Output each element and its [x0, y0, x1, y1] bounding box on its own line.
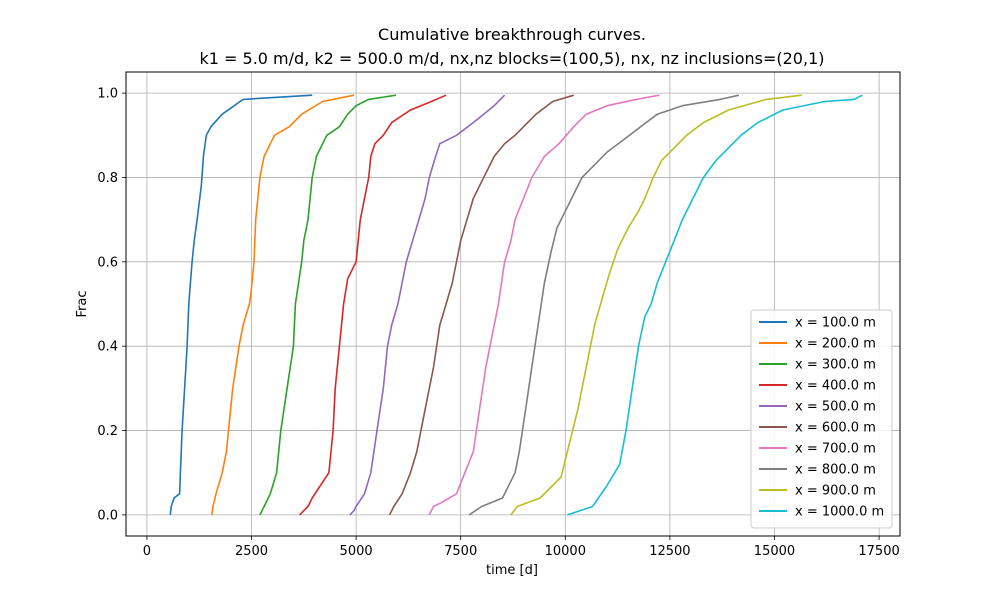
- legend-entry: x = 800.0 m: [795, 463, 876, 478]
- legend-entry: x = 1000.0 m: [795, 505, 884, 520]
- x-tick-label: 5000: [340, 544, 373, 559]
- x-tick-label: 12500: [649, 544, 690, 559]
- y-tick-label: 1.0: [97, 87, 118, 102]
- chart-title-line2: k1 = 5.0 m/d, k2 = 500.0 m/d, nx,nz bloc…: [200, 49, 825, 68]
- x-tick-label: 0: [143, 544, 151, 559]
- ticks: 0 2500 5000 7500 10000 12500 15000 17500 0.0 0.2 0…: [97, 87, 899, 559]
- y-tick-label: 0.0: [97, 508, 118, 523]
- x-tick-label: 2500: [235, 544, 268, 559]
- y-tick-label: 0.2: [97, 424, 118, 439]
- series-line-5: [349, 94, 506, 516]
- legend-entry: x = 100.0 m: [795, 316, 876, 331]
- series-line-9: [510, 94, 802, 516]
- y-axis-label: Frac: [75, 291, 90, 318]
- series-line-6: [388, 94, 574, 516]
- legend-entry: x = 600.0 m: [795, 421, 876, 436]
- series-line-10: [567, 94, 863, 516]
- legend-entry: x = 400.0 m: [795, 379, 876, 394]
- series-line-3: [259, 94, 397, 516]
- y-tick-label: 0.6: [97, 255, 118, 270]
- legend-entry: x = 300.0 m: [795, 358, 876, 373]
- x-tick-label: 7500: [444, 544, 477, 559]
- x-tick-label: 15000: [754, 544, 795, 559]
- x-tick-label: 17500: [858, 544, 899, 559]
- chart-title-line1: Cumulative breakthrough curves.: [378, 25, 646, 44]
- legend-entry: x = 700.0 m: [795, 442, 876, 457]
- legend-entry: x = 200.0 m: [795, 337, 876, 352]
- x-tick-label: 10000: [545, 544, 586, 559]
- series-line-1: [169, 94, 313, 515]
- legend-entry: x = 500.0 m: [795, 400, 876, 415]
- plot-frame: [125, 71, 901, 537]
- series-line-2: [211, 94, 355, 516]
- x-axis-label: time [d]: [486, 563, 538, 578]
- legend-entry: x = 900.0 m: [795, 484, 876, 499]
- series-line-8: [468, 94, 740, 516]
- y-tick-label: 0.4: [97, 340, 118, 355]
- series-lines: [169, 94, 863, 516]
- series-line-4: [299, 94, 447, 516]
- legend: x = 100.0 m x = 200.0 m x = 300.0 m x = 400…: [750, 309, 893, 529]
- series-line-7: [428, 94, 660, 516]
- y-tick-label: 0.8: [97, 171, 118, 186]
